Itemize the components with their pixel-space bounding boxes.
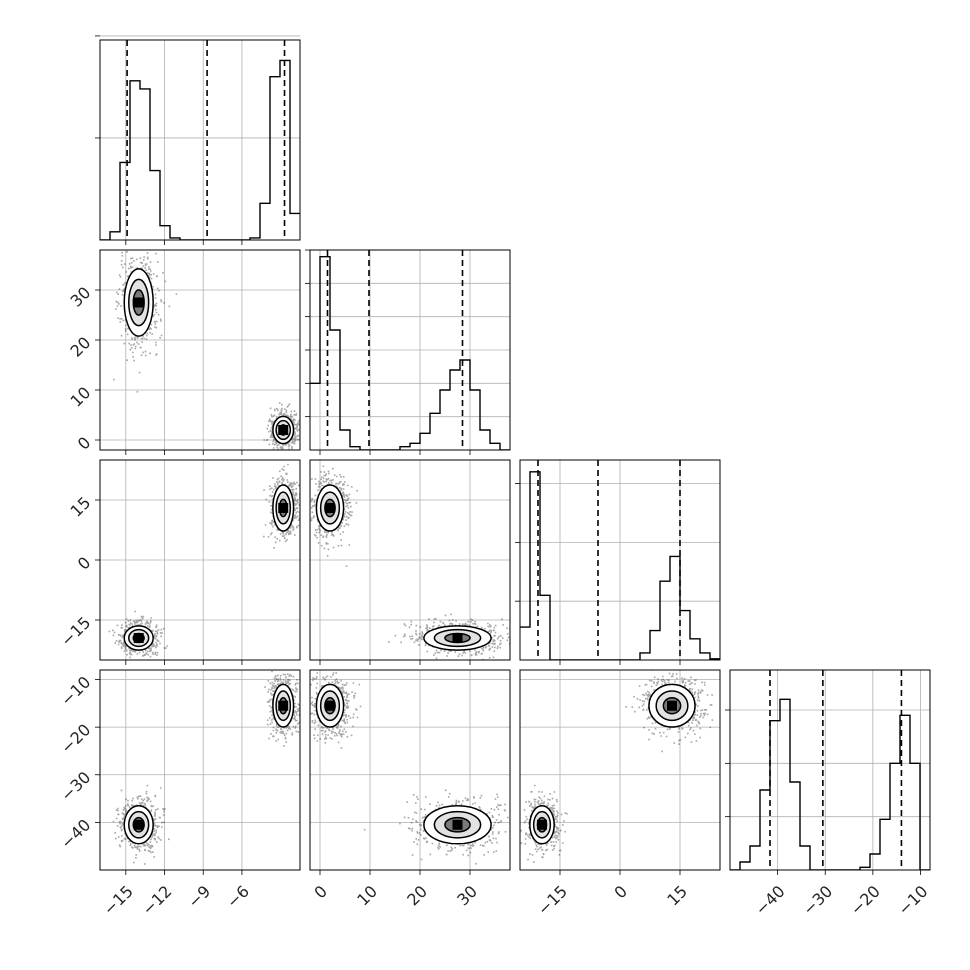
histogram-panel-3: −40 −30 −20 −10: [725, 669, 932, 919]
y-tick-label: −30: [57, 768, 94, 805]
density-peak-0: [537, 819, 547, 830]
density-peak-0: [133, 633, 144, 643]
density-peak-1: [667, 700, 677, 711]
y-tick-label: 10: [67, 383, 95, 411]
scatter-panel-3-1: 0 10 20 30: [309, 669, 511, 910]
y-tick-label: 15: [67, 493, 95, 521]
y-tick-label: 0: [74, 553, 95, 574]
x-tick-label: −40: [751, 882, 788, 919]
y-tick-label: 20: [67, 333, 95, 361]
x-tick-label: −12: [138, 882, 175, 919]
y-tick-label: −40: [57, 815, 94, 852]
scatter-panel-3-2: −15 0 15: [519, 669, 721, 919]
histogram-step-3: [730, 698, 930, 870]
x-tick-label: 10: [353, 882, 381, 910]
panel-frame: [99, 459, 301, 661]
y-tick-label: −10: [57, 672, 94, 709]
histogram-panel-2: [515, 459, 721, 665]
histogram-step-2: [520, 471, 720, 660]
y-tick-label: −20: [57, 720, 94, 757]
panel-frame: [99, 39, 301, 241]
density-peak-1: [325, 503, 335, 513]
histogram-panel-1: [305, 249, 511, 455]
x-tick-label: −20: [847, 882, 884, 919]
x-tick-label: −15: [534, 882, 571, 919]
x-tick-label: 20: [403, 882, 431, 910]
panel-frame: [729, 669, 931, 871]
y-tick-label: 0: [74, 433, 95, 454]
scatter-panel-2-0: −15 0 15: [57, 459, 301, 665]
histogram-step-1: [310, 255, 510, 450]
x-tick-label: −6: [223, 882, 253, 912]
density-peak-1: [278, 700, 289, 711]
scatter-panel-3-0: −40 −30 −20 −10 −15 −12 −9 −6: [57, 669, 301, 919]
density-peak-0: [133, 297, 144, 308]
panel-frame: [309, 669, 511, 871]
scatter-panel-1-0: 0 10 20 30: [67, 249, 301, 455]
density-peak-1: [325, 700, 335, 711]
x-tick-label: 0: [610, 882, 631, 903]
density-peak-0: [133, 819, 144, 830]
x-tick-label: 30: [453, 882, 481, 910]
x-tick-label: −15: [100, 882, 137, 919]
x-tick-label: 15: [663, 882, 691, 910]
density-peak-0: [452, 819, 463, 830]
panel-frame: [309, 249, 511, 451]
scatter-panel-2-1: [309, 459, 511, 665]
panel-frame: [99, 249, 301, 451]
density-peak-0: [452, 633, 463, 643]
histogram-step-0: [100, 59, 300, 240]
density-peak-1: [278, 503, 289, 513]
density-peak-1: [278, 425, 289, 435]
panel-frame: [99, 669, 301, 871]
x-tick-label: 0: [310, 882, 331, 903]
y-tick-label: 30: [67, 283, 95, 311]
panel-frame: [309, 459, 511, 661]
x-tick-label: −30: [799, 882, 836, 919]
x-tick-label: −10: [894, 882, 931, 919]
histogram-panel-0: [95, 35, 301, 245]
x-tick-label: −9: [184, 882, 214, 912]
y-tick-label: −15: [57, 613, 94, 650]
